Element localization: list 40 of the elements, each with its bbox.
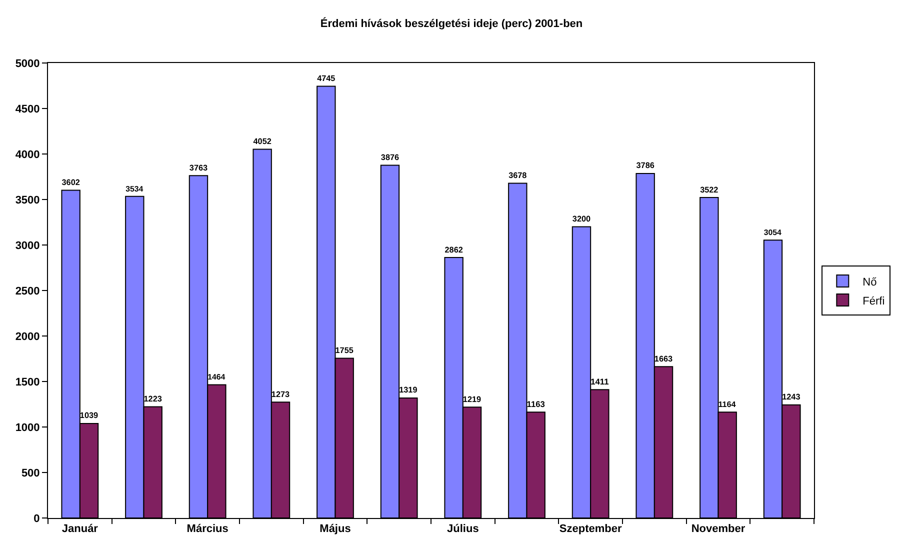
y-tick-label: 2500: [15, 285, 40, 298]
data-label: 4745: [317, 74, 336, 83]
y-tick-label: 4500: [15, 103, 40, 116]
data-label: 3876: [380, 153, 400, 162]
x-tick-label: Január: [62, 523, 99, 536]
y-tick-label: 0: [34, 512, 40, 525]
x-tick-label: Július: [447, 523, 479, 536]
y-tick-label: 3500: [15, 194, 40, 206]
data-label: 3786: [636, 161, 655, 170]
data-label: 1164: [718, 400, 736, 409]
x-tick-label: Március: [186, 523, 228, 536]
data-label: 3534: [126, 184, 144, 194]
data-label: 1464: [208, 372, 226, 382]
data-label: 1319: [399, 386, 418, 395]
data-label: 3763: [189, 163, 208, 172]
data-label: 3054: [764, 228, 782, 237]
y-tick-label: 1000: [15, 422, 40, 434]
legend-label: Férfi: [862, 295, 885, 308]
data-label: 3602: [62, 178, 80, 187]
data-label: 1411: [590, 376, 610, 386]
data-label: 2862: [444, 245, 464, 254]
data-label: 3678: [508, 171, 528, 180]
data-label: 1755: [335, 346, 354, 356]
legend-label: Nő: [862, 276, 877, 288]
data-label: 3200: [572, 214, 592, 224]
data-label: 3522: [700, 185, 719, 194]
y-tick-label: 2000: [15, 330, 40, 343]
y-tick-label: 1500: [15, 376, 40, 388]
x-tick-label: Szeptember: [559, 523, 622, 536]
y-tick-label: 4000: [15, 148, 40, 161]
x-tick-label: Május: [320, 523, 351, 536]
data-label: 1163: [526, 398, 546, 409]
x-tick-label: November: [691, 523, 746, 536]
chart-title: Érdemi hívások beszélgetési ideje (perc) 2001-ben: [320, 16, 583, 30]
y-tick-label: 3000: [15, 240, 40, 252]
data-label: 1223: [144, 394, 162, 404]
data-label: 1243: [782, 392, 801, 402]
y-tick-label: 500: [21, 467, 40, 480]
data-label: 4052: [253, 137, 272, 146]
y-tick-label: 5000: [15, 58, 40, 70]
